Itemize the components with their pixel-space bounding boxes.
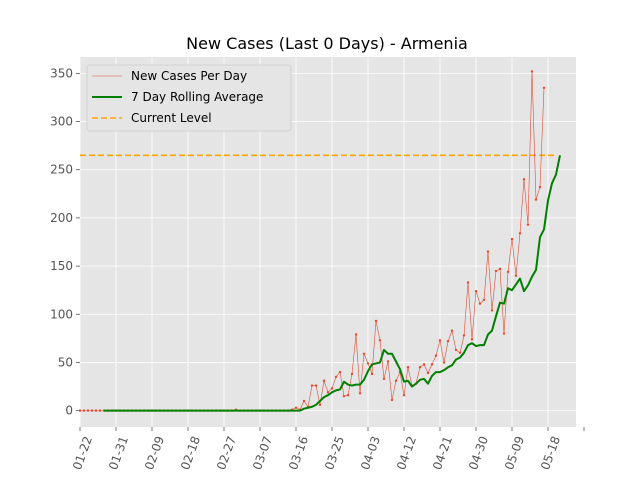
y-tick-label: 0 (65, 404, 73, 418)
legend: New Cases Per Day 7 Day Rolling Average Cu… (86, 64, 292, 132)
new-cases-point (542, 86, 546, 90)
new-cases-point (506, 270, 510, 274)
new-cases-point (450, 329, 454, 332)
legend-rolling-average-label: 7 Day Rolling Average (131, 90, 263, 104)
x-tick-label: 03-07 (250, 434, 275, 472)
series-layer (78, 70, 561, 412)
new-cases-point (526, 223, 530, 226)
new-cases-point (426, 371, 430, 375)
new-cases-point (418, 366, 422, 369)
new-cases-point (98, 409, 102, 412)
new-cases-point (430, 363, 434, 366)
x-tick-label: 01-22 (70, 434, 95, 472)
new-cases-point (442, 361, 446, 364)
x-tick-label: 01-31 (106, 434, 131, 472)
new-cases-point (458, 351, 462, 355)
new-cases-point (326, 391, 330, 394)
y-tick-label: 350 (50, 66, 73, 80)
new-cases-point (494, 269, 498, 273)
new-cases-point (518, 232, 522, 235)
new-cases-point (534, 198, 538, 201)
new-cases-point (334, 375, 338, 379)
new-cases-point (434, 354, 438, 357)
new-cases-point (466, 281, 470, 284)
new-cases-point (422, 363, 426, 366)
y-tick-label: 150 (50, 259, 73, 273)
new-cases-point (538, 185, 542, 189)
legend-new-cases-label: New Cases Per Day (131, 69, 247, 83)
x-tick-label: 02-09 (142, 434, 167, 472)
new-cases-point (330, 387, 334, 390)
x-tick-label: 05-18 (538, 434, 563, 472)
new-cases-point (322, 379, 326, 382)
new-cases-point (486, 250, 490, 253)
legend-box (86, 64, 292, 132)
new-cases-point (90, 409, 94, 412)
new-cases-point (402, 394, 406, 397)
chart-title: New Cases (Last 0 Days) - Armenia (186, 34, 468, 53)
new-cases-point (522, 178, 526, 181)
new-cases-point (314, 384, 318, 387)
new-cases-point (462, 334, 466, 337)
new-cases-point (370, 372, 374, 376)
new-cases-point (394, 379, 398, 382)
new-cases-point (454, 348, 458, 352)
new-cases-point (502, 332, 506, 335)
y-axis: 0 50 100 150 200 250 300 350 (50, 66, 80, 418)
x-tick-label: 04-30 (466, 434, 491, 472)
new-cases-point (342, 394, 346, 398)
new-cases-point (482, 298, 486, 302)
new-cases-point (318, 403, 322, 407)
x-tick-label: 03-25 (322, 434, 347, 472)
new-cases-point (82, 409, 86, 412)
new-cases-point (514, 274, 518, 277)
new-cases-point (390, 398, 394, 402)
x-tick-label: 03-16 (286, 434, 311, 472)
new-cases-point (474, 289, 478, 293)
new-cases-point (498, 267, 502, 271)
new-cases-point (358, 392, 362, 395)
new-cases-point (530, 70, 534, 73)
x-tick-label: 04-03 (358, 434, 383, 472)
new-cases-point (86, 409, 90, 412)
x-tick-label: 05-09 (502, 434, 527, 472)
new-cases-point (438, 339, 442, 342)
y-tick-label: 50 (58, 355, 73, 369)
series-rolling-average-line (104, 155, 561, 412)
new-cases-point (346, 394, 350, 397)
new-cases-point (446, 340, 450, 343)
new-cases-point (378, 339, 382, 342)
x-tick-label: 04-21 (430, 434, 455, 472)
new-cases-point (302, 399, 306, 403)
new-cases-point (366, 362, 370, 365)
new-cases-point (478, 302, 482, 305)
new-cases-point (362, 352, 366, 355)
new-cases-point (294, 406, 298, 409)
legend-current-level-label: Current Level (131, 111, 212, 125)
new-cases-point (386, 360, 390, 363)
y-tick-label: 200 (50, 211, 73, 225)
x-tick-label: 02-27 (214, 434, 239, 472)
y-tick-label: 100 (50, 307, 73, 321)
x-tick-label: 02-18 (178, 434, 203, 472)
new-cases-point (510, 237, 514, 241)
y-tick-label: 250 (50, 163, 73, 177)
new-cases-point (354, 333, 358, 336)
x-tick-label: 04-12 (394, 434, 419, 472)
new-cases-point (350, 372, 354, 376)
new-cases-point (382, 377, 386, 381)
y-tick-label: 300 (50, 115, 73, 129)
new-cases-point (310, 384, 314, 387)
new-cases-point (490, 309, 494, 312)
new-cases-point (470, 338, 474, 341)
new-cases-point (338, 370, 342, 374)
new-cases-point (94, 409, 98, 412)
new-cases-point (78, 409, 82, 412)
x-axis: 01-22 01-31 02-09 02-18 02-27 03-07 03-16 03-25… (70, 427, 585, 472)
new-cases-point (374, 319, 378, 323)
new-cases-point (406, 366, 410, 369)
